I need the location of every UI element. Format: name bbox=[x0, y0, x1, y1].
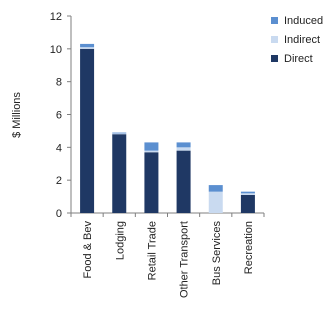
bar-indirect-1 bbox=[112, 133, 127, 135]
bar-induced-5 bbox=[240, 191, 255, 194]
y-axis-label-group: $ Millions bbox=[11, 92, 23, 138]
bar-direct-0 bbox=[80, 48, 95, 214]
x-tick-label: Bus Services bbox=[211, 221, 223, 286]
axes: 0 2 4 6 8 10 12 bbox=[50, 11, 265, 220]
bar-induced-4 bbox=[208, 185, 223, 192]
y-tick-label: 10 bbox=[50, 44, 62, 56]
legend: Induced Indirect Direct bbox=[271, 15, 323, 65]
legend-swatch-induced bbox=[271, 17, 278, 24]
y-tick-label: 4 bbox=[56, 142, 62, 154]
legend-label-induced: Induced bbox=[284, 15, 323, 27]
legend-swatch-indirect bbox=[271, 36, 278, 43]
x-tick-label: Retail Trade bbox=[146, 221, 158, 280]
y-tick-label: 2 bbox=[56, 175, 62, 187]
y-tick-label: 0 bbox=[56, 208, 62, 220]
bar-indirect-2 bbox=[144, 150, 159, 153]
bar-induced-2 bbox=[144, 142, 159, 151]
bars bbox=[80, 43, 255, 214]
x-tick-label: Food & Bev bbox=[82, 221, 94, 279]
bar-direct-3 bbox=[176, 150, 191, 213]
x-tick-labels: Food & Bev Lodging Retail Trade Other Trans… bbox=[82, 221, 255, 299]
bar-direct-2 bbox=[144, 152, 159, 213]
bar-induced-1 bbox=[112, 132, 127, 134]
x-tick-label: Recreation bbox=[243, 221, 255, 274]
bar-indirect-5 bbox=[240, 193, 255, 195]
bar-induced-3 bbox=[176, 142, 191, 148]
legend-swatch-direct bbox=[271, 55, 278, 62]
y-tick-label: 8 bbox=[56, 77, 62, 89]
bar-indirect-0 bbox=[80, 47, 95, 49]
y-axis-label: $ Millions bbox=[11, 92, 23, 138]
legend-label-direct: Direct bbox=[284, 53, 313, 65]
bar-direct-5 bbox=[240, 194, 255, 213]
legend-label-indirect: Indirect bbox=[284, 34, 320, 46]
y-tick-label: 6 bbox=[56, 110, 62, 122]
bar-indirect-3 bbox=[176, 147, 191, 151]
x-tick-label: Other Transport bbox=[179, 221, 191, 298]
y-tick-label: 12 bbox=[50, 11, 62, 23]
bar-induced-0 bbox=[80, 43, 95, 48]
bar-indirect-4 bbox=[208, 191, 223, 213]
x-tick-label: Lodging bbox=[114, 221, 126, 260]
bar-direct-1 bbox=[112, 134, 127, 213]
